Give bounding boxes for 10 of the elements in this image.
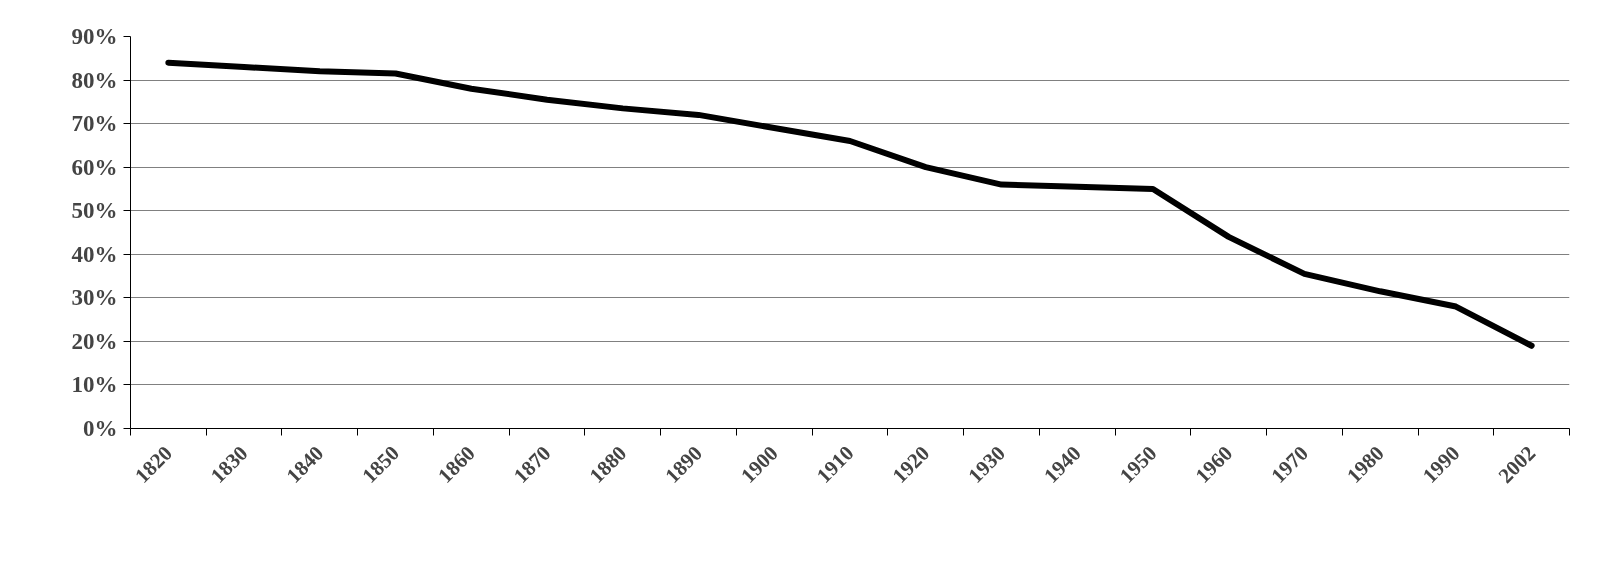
y-tick-label: 20%: [71, 328, 118, 354]
y-tick-label: 40%: [71, 241, 118, 267]
y-tick-label: 30%: [71, 285, 118, 311]
y-tick-label: 70%: [71, 111, 118, 137]
y-tick-label: 60%: [71, 154, 118, 180]
y-tick-label: 90%: [71, 24, 118, 49]
y-tick-label: 50%: [71, 198, 118, 224]
y-tick-label: 0%: [83, 416, 118, 441]
y-tick-label: 80%: [71, 67, 118, 93]
y-tick-label: 10%: [71, 372, 118, 398]
